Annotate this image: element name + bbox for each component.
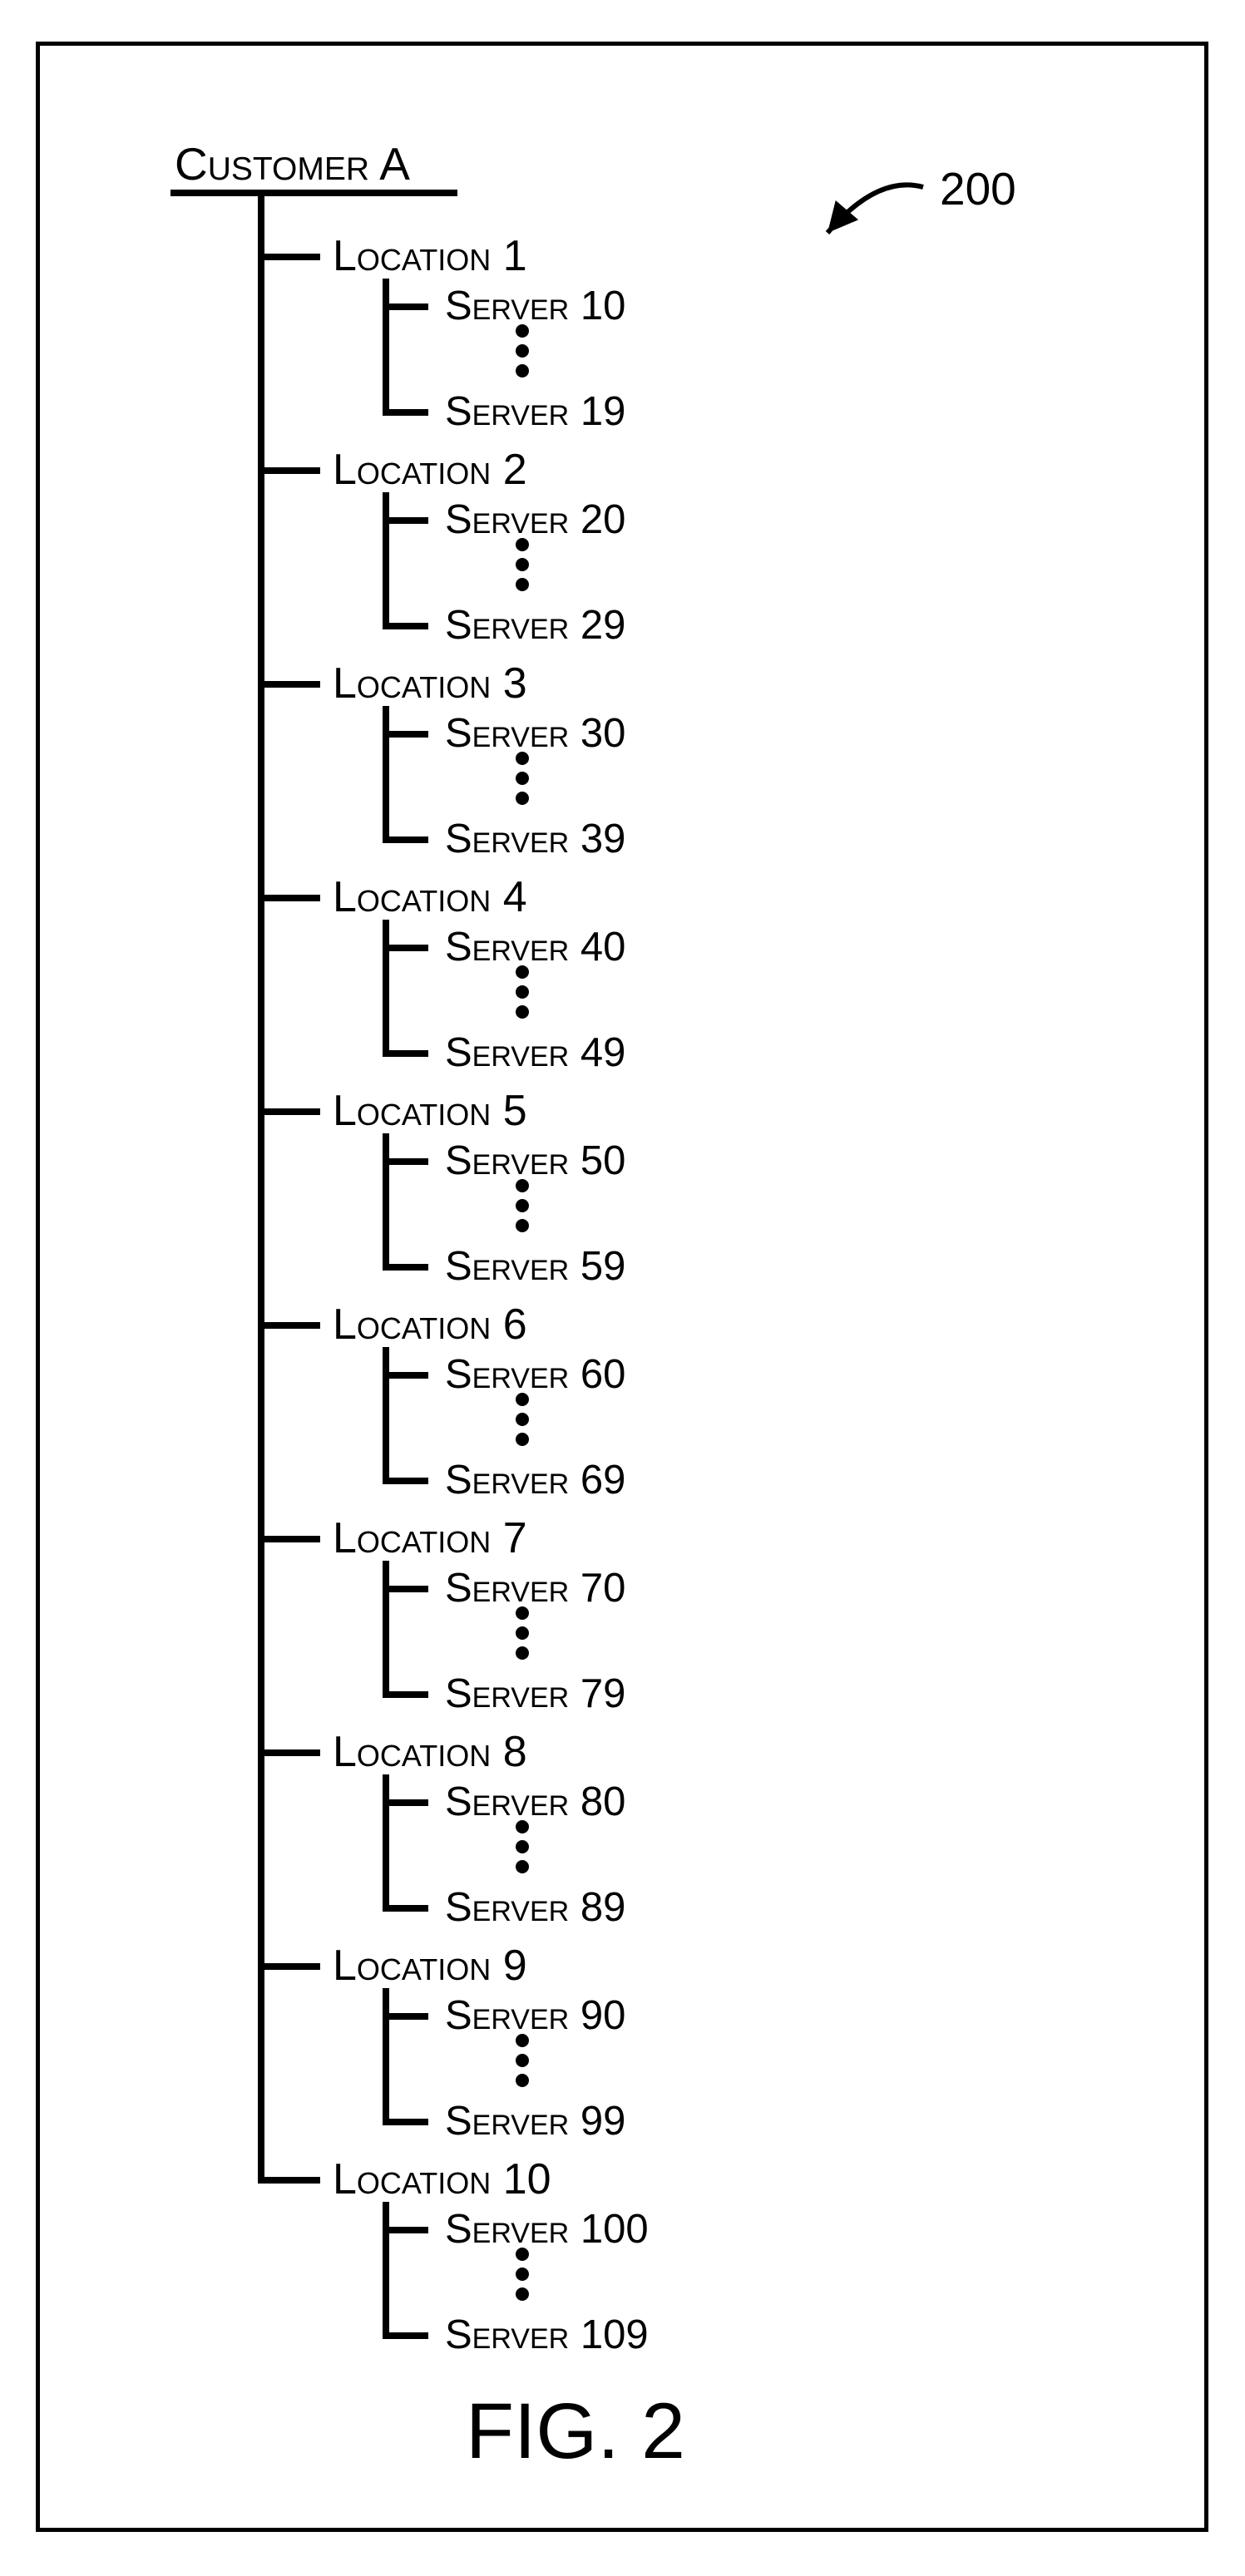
- ellipsis-icon: [516, 1820, 529, 1873]
- location-subtrunk: [383, 1133, 389, 1271]
- server-branch: [383, 409, 428, 416]
- server-branch: [383, 2227, 428, 2233]
- server-branch: [383, 1586, 428, 1592]
- server-label: Server 79: [445, 1670, 625, 1717]
- tree-root-underline: [170, 190, 457, 196]
- server-branch: [383, 1905, 428, 1912]
- server-label: Server 40: [445, 924, 625, 970]
- diagram-page: Customer A Location 1Server 10 Server 19 L…: [0, 0, 1245, 2576]
- location-subtrunk: [383, 2202, 389, 2339]
- location-branch: [258, 1108, 320, 1115]
- server-branch: [383, 2013, 428, 2020]
- figure-caption: FIG. 2: [466, 2386, 685, 2477]
- location-subtrunk: [383, 1988, 389, 2125]
- server-branch: [383, 1372, 428, 1379]
- ellipsis-icon: [516, 2034, 529, 2087]
- server-label: Server 59: [445, 1243, 625, 1290]
- reference-number: 200: [940, 162, 1016, 215]
- server-label: Server 49: [445, 1029, 625, 1076]
- location-branch: [258, 1536, 320, 1542]
- ellipsis-icon: [516, 1606, 529, 1660]
- location-branch: [258, 1322, 320, 1329]
- location-label: Location 7: [333, 1513, 527, 1563]
- location-label: Location 8: [333, 1727, 527, 1777]
- server-label: Server 10: [445, 283, 625, 329]
- server-label: Server 60: [445, 1351, 625, 1398]
- server-branch: [383, 945, 428, 951]
- location-subtrunk: [383, 492, 389, 629]
- server-branch: [383, 1050, 428, 1057]
- location-subtrunk: [383, 1347, 389, 1484]
- ellipsis-icon: [516, 752, 529, 805]
- server-label: Server 39: [445, 816, 625, 862]
- location-label: Location 4: [333, 872, 527, 922]
- server-branch: [383, 2332, 428, 2339]
- location-branch: [258, 1963, 320, 1970]
- server-label: Server 30: [445, 710, 625, 757]
- location-branch: [258, 1749, 320, 1756]
- location-label: Location 3: [333, 659, 527, 708]
- location-label: Location 9: [333, 1941, 527, 1991]
- server-branch: [383, 731, 428, 738]
- server-label: Server 69: [445, 1457, 625, 1503]
- server-branch: [383, 623, 428, 629]
- location-label: Location 1: [333, 231, 527, 281]
- server-label: Server 80: [445, 1779, 625, 1825]
- ellipsis-icon: [516, 538, 529, 591]
- server-branch: [383, 1799, 428, 1806]
- server-label: Server 109: [445, 2312, 649, 2358]
- ellipsis-icon: [516, 1179, 529, 1232]
- location-label: Location 2: [333, 445, 527, 495]
- location-label: Location 10: [333, 2154, 551, 2204]
- ellipsis-icon: [516, 324, 529, 378]
- location-subtrunk: [383, 1561, 389, 1698]
- tree-root-label: Customer A: [175, 137, 410, 190]
- server-branch: [383, 1691, 428, 1698]
- location-branch: [258, 467, 320, 474]
- location-subtrunk: [383, 920, 389, 1057]
- reference-arrow-icon: [794, 141, 956, 266]
- server-label: Server 19: [445, 388, 625, 435]
- ellipsis-icon: [516, 1393, 529, 1446]
- server-label: Server 99: [445, 2098, 625, 2144]
- location-label: Location 5: [333, 1086, 527, 1136]
- location-subtrunk: [383, 279, 389, 416]
- location-branch: [258, 681, 320, 688]
- server-label: Server 89: [445, 1884, 625, 1931]
- server-branch: [383, 1158, 428, 1165]
- location-branch: [258, 895, 320, 901]
- server-branch: [383, 517, 428, 524]
- location-branch: [258, 254, 320, 260]
- server-branch: [383, 303, 428, 310]
- server-label: Server 29: [445, 602, 625, 649]
- server-branch: [383, 836, 428, 843]
- server-branch: [383, 1264, 428, 1271]
- ellipsis-icon: [516, 965, 529, 1019]
- location-label: Location 6: [333, 1300, 527, 1350]
- location-subtrunk: [383, 706, 389, 843]
- tree-trunk: [258, 190, 264, 2183]
- location-subtrunk: [383, 1774, 389, 1912]
- server-branch: [383, 2119, 428, 2125]
- server-label: Server 70: [445, 1565, 625, 1611]
- server-branch: [383, 1478, 428, 1484]
- location-branch: [258, 2177, 320, 2184]
- server-label: Server 100: [445, 2206, 649, 2253]
- ellipsis-icon: [516, 2248, 529, 2301]
- server-label: Server 50: [445, 1137, 625, 1184]
- server-label: Server 90: [445, 1992, 625, 2039]
- server-label: Server 20: [445, 496, 625, 543]
